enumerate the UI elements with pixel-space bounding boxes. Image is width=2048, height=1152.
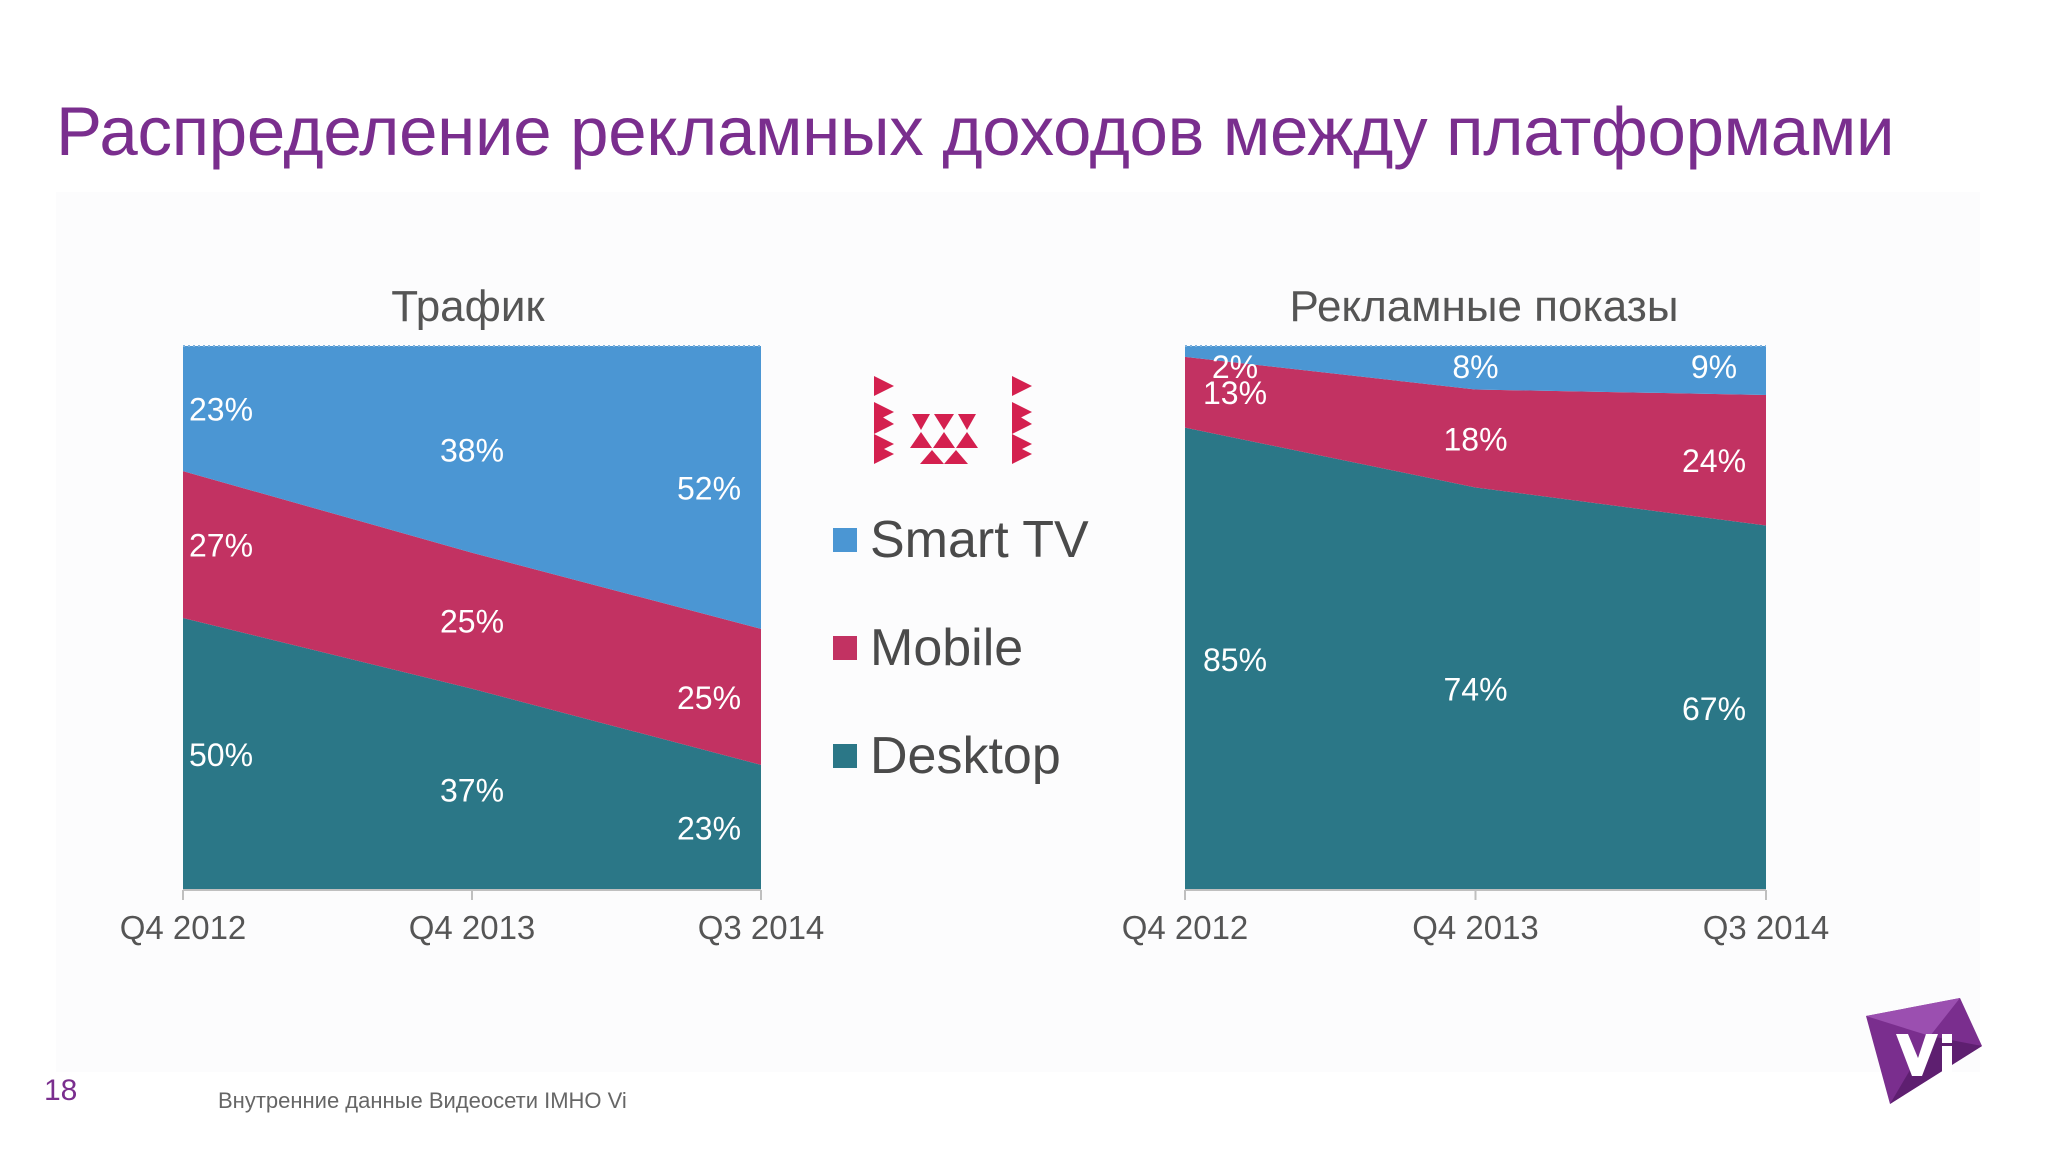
data-label-desktop: 23% — [677, 810, 741, 846]
data-label-smart-tv: 52% — [677, 470, 741, 506]
data-label-desktop: 67% — [1682, 691, 1746, 727]
data-label-mobile: 27% — [189, 528, 253, 564]
data-label-desktop: 74% — [1443, 672, 1507, 708]
traffic-area-chart: Q4 2012 Q4 2013 Q3 2014 50% 37% 23% 27% 25% 25% 2… — [120, 345, 825, 946]
area-smart-tv — [1185, 346, 1766, 395]
data-label-mobile: 18% — [1443, 421, 1507, 457]
x-tick-label: Q4 2012 — [120, 909, 247, 946]
area-mobile — [1185, 356, 1766, 526]
legend-label-smart-tv: Smart TV — [870, 511, 1089, 569]
legend-label-mobile: Mobile — [870, 619, 1024, 677]
data-label-desktop: 50% — [189, 737, 253, 773]
data-label-desktop: 85% — [1203, 642, 1267, 678]
ad-impressions-area-chart: Q4 2012 Q4 2013 Q3 2014 85% 74% 67% 13% 18% 24% 2… — [1122, 345, 1830, 946]
data-label-mobile: 25% — [440, 604, 504, 640]
chart-title-ad-impressions: Рекламные показы — [1289, 282, 1679, 331]
data-label-mobile: 13% — [1203, 375, 1267, 411]
chart-title-traffic: Трафик — [391, 282, 545, 331]
ivi-logo — [872, 374, 1036, 464]
data-label-smart-tv: 2% — [1212, 349, 1258, 385]
legend-item-smart-tv: Smart TV — [833, 510, 1089, 570]
x-tick-label: Q3 2014 — [698, 909, 825, 946]
vi-logo — [1860, 996, 1984, 1106]
source-note: Внутренние данные Видеосети IMHO Vi — [218, 1088, 627, 1113]
legend-swatch-desktop — [833, 744, 857, 768]
area-desktop — [1185, 427, 1766, 890]
data-label-smart-tv: 23% — [189, 392, 253, 428]
legend-swatch-mobile — [833, 636, 857, 660]
x-tick-label: Q4 2012 — [1122, 909, 1249, 946]
x-tick-label: Q3 2014 — [1703, 909, 1830, 946]
data-label-smart-tv: 9% — [1691, 349, 1737, 385]
legend-label-desktop: Desktop — [870, 727, 1061, 785]
x-tick-label: Q4 2013 — [1412, 909, 1539, 946]
data-label-smart-tv: 38% — [440, 432, 504, 468]
data-label-smart-tv: 8% — [1452, 349, 1498, 385]
slide-title: Распределение рекламных доходов между пл… — [56, 93, 1895, 170]
area-smart-tv — [183, 346, 761, 629]
page-number: 18 — [44, 1074, 78, 1107]
legend-item-mobile: Mobile — [833, 618, 1023, 678]
data-label-mobile: 25% — [677, 680, 741, 716]
legend-swatch-smart-tv — [833, 528, 857, 552]
data-label-mobile: 24% — [1682, 443, 1746, 479]
area-desktop — [183, 618, 761, 890]
legend-item-desktop: Desktop — [833, 726, 1061, 786]
area-mobile — [183, 471, 761, 765]
x-tick-label: Q4 2013 — [409, 909, 536, 946]
data-label-desktop: 37% — [440, 772, 504, 808]
